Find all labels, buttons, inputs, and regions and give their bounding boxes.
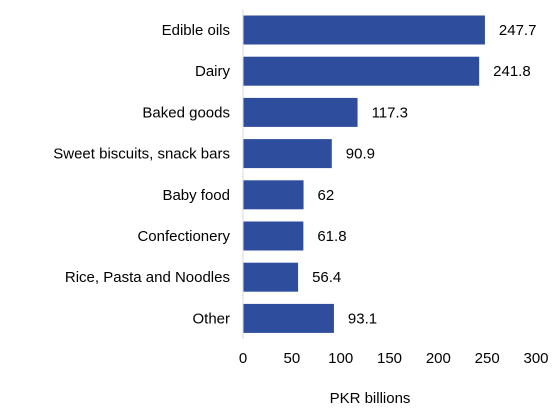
category-label: Baby food (162, 187, 230, 204)
category-labels: Edible oils Dairy Baked goods Sweet biscuit… (53, 22, 230, 327)
bars-group (243, 15, 485, 333)
bar (243, 56, 480, 86)
value-label: 247.7 (499, 22, 537, 39)
bar (243, 139, 332, 169)
bar (243, 97, 358, 127)
x-axis-ticks: 0 50 100 150 200 250 300 (239, 350, 549, 367)
value-label: 62 (318, 187, 335, 204)
category-label: Edible oils (162, 22, 230, 39)
bar (243, 303, 334, 333)
x-tick-label: 50 (283, 350, 300, 367)
x-tick-label: 100 (328, 350, 353, 367)
value-label: 90.9 (346, 146, 375, 163)
value-labels: 247.7 241.8 117.3 90.9 62 61.8 56.4 93.1 (312, 22, 536, 327)
category-label: Confectionery (137, 228, 230, 245)
x-tick-label: 150 (377, 350, 402, 367)
category-label: Other (192, 310, 230, 327)
bar (243, 180, 304, 210)
category-label: Sweet biscuits, snack bars (53, 146, 230, 163)
value-label: 56.4 (312, 269, 341, 286)
x-tick-label: 300 (523, 350, 548, 367)
bar (243, 262, 299, 292)
value-label: 93.1 (348, 310, 377, 327)
x-tick-label: 250 (475, 350, 500, 367)
value-label: 117.3 (372, 104, 408, 121)
x-tick-label: 0 (239, 350, 247, 367)
category-label: Rice, Pasta and Noodles (65, 269, 230, 286)
bar (243, 15, 485, 45)
x-tick-label: 200 (426, 350, 451, 367)
category-label: Dairy (195, 63, 231, 80)
value-label: 61.8 (317, 228, 346, 245)
value-label: 241.8 (493, 63, 531, 80)
x-axis-title: PKR billions (330, 390, 411, 407)
bar (243, 221, 304, 251)
category-label: Baked goods (142, 104, 230, 121)
